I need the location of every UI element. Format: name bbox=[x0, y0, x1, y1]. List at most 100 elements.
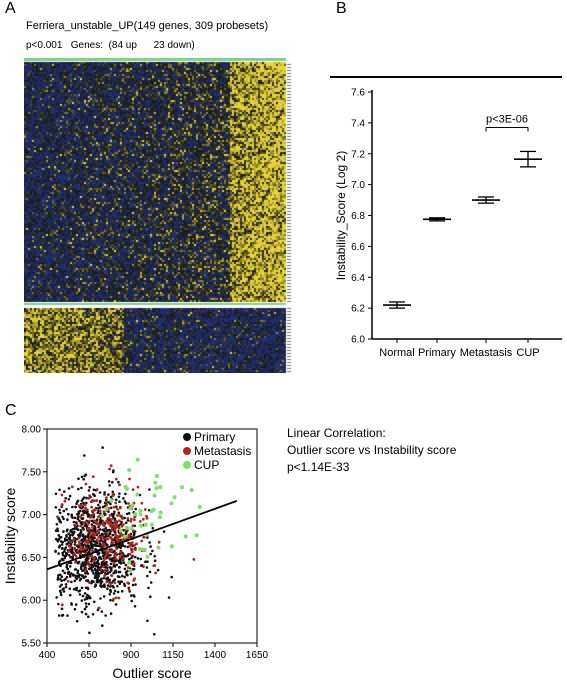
data-point-primary bbox=[76, 569, 80, 573]
data-point-metastasis bbox=[120, 524, 124, 528]
data-point-primary bbox=[58, 520, 62, 523]
data-point-metastasis bbox=[126, 581, 130, 585]
data-point-metastasis bbox=[128, 544, 132, 548]
data-point-primary bbox=[73, 543, 77, 546]
data-point-cup bbox=[141, 547, 146, 552]
data-point-metastasis bbox=[126, 517, 130, 520]
data-point-metastasis bbox=[105, 553, 108, 557]
data-point-metastasis bbox=[107, 521, 110, 525]
data-point-metastasis bbox=[87, 496, 91, 500]
heatmap-stats: p<0.001 Genes: (84 up 23 down) bbox=[26, 40, 195, 51]
data-point-primary bbox=[91, 537, 95, 541]
data-point-metastasis bbox=[74, 554, 78, 558]
data-point-metastasis bbox=[111, 541, 114, 545]
data-point-cup bbox=[156, 545, 161, 550]
data-point-primary bbox=[127, 512, 131, 515]
data-point-primary bbox=[98, 501, 102, 504]
data-point-primary bbox=[170, 575, 173, 579]
data-point-primary bbox=[156, 568, 160, 572]
data-point-primary bbox=[72, 588, 76, 591]
data-point-primary bbox=[83, 454, 86, 457]
data-point-primary bbox=[108, 484, 111, 487]
data-point-primary bbox=[80, 475, 84, 479]
x-axis-label: Outlier score bbox=[112, 665, 192, 680]
data-point-primary bbox=[87, 513, 90, 516]
data-point-primary bbox=[99, 584, 102, 588]
data-point-primary bbox=[110, 512, 114, 516]
data-point-primary bbox=[103, 493, 106, 496]
data-point-metastasis bbox=[152, 564, 156, 568]
data-point-primary bbox=[114, 560, 117, 563]
data-point-metastasis bbox=[86, 560, 90, 564]
data-point-primary bbox=[60, 614, 64, 617]
data-point-primary bbox=[102, 576, 106, 580]
correlation-line-1: Linear Correlation: bbox=[287, 426, 386, 440]
legend-label-metastasis: Metastasis bbox=[194, 444, 251, 458]
data-point-primary bbox=[125, 512, 129, 516]
data-point-primary bbox=[123, 516, 126, 520]
data-point-metastasis bbox=[97, 514, 101, 518]
data-point-primary bbox=[149, 581, 153, 584]
data-point-metastasis bbox=[106, 537, 110, 541]
y-tick-label: 7.0 bbox=[351, 180, 365, 191]
data-point-primary bbox=[147, 586, 150, 590]
data-point-primary bbox=[118, 570, 122, 574]
data-point-metastasis bbox=[108, 467, 111, 471]
data-point-primary bbox=[123, 567, 127, 571]
data-point-primary bbox=[80, 499, 84, 502]
data-point-metastasis bbox=[105, 550, 109, 554]
data-point-primary bbox=[60, 547, 64, 550]
data-point-cup bbox=[135, 457, 140, 462]
data-point-primary bbox=[112, 571, 115, 575]
data-point-metastasis bbox=[118, 519, 121, 523]
data-point-primary bbox=[99, 582, 103, 585]
data-point-primary bbox=[111, 584, 114, 588]
data-point-primary bbox=[109, 502, 112, 506]
data-point-primary bbox=[88, 548, 92, 551]
data-point-primary bbox=[78, 534, 81, 538]
data-point-primary bbox=[65, 552, 69, 556]
data-point-cup bbox=[152, 493, 157, 498]
data-point-primary bbox=[68, 494, 72, 498]
data-point-primary bbox=[111, 490, 115, 494]
data-point-primary bbox=[76, 499, 80, 503]
data-point-metastasis bbox=[70, 485, 74, 489]
data-point-primary bbox=[77, 561, 80, 565]
data-point-primary bbox=[146, 560, 149, 563]
data-point-metastasis bbox=[114, 533, 117, 537]
data-point-primary bbox=[81, 517, 84, 520]
data-point-metastasis bbox=[118, 514, 121, 517]
data-point-primary bbox=[130, 599, 133, 603]
data-point-metastasis bbox=[136, 485, 140, 489]
data-point-metastasis bbox=[128, 552, 132, 556]
data-point-metastasis bbox=[90, 505, 93, 509]
correlation-line-2: Outlier score vs Instability score bbox=[287, 443, 457, 457]
data-point-primary bbox=[68, 554, 71, 557]
data-point-metastasis bbox=[114, 522, 118, 526]
data-point-primary bbox=[134, 583, 137, 586]
data-point-primary bbox=[70, 580, 73, 584]
data-point-primary bbox=[123, 584, 127, 587]
data-point-primary bbox=[65, 538, 69, 542]
data-point-primary bbox=[132, 594, 135, 597]
data-point-primary bbox=[128, 558, 131, 561]
correlation-text: Linear Correlation: Outlier score vs Ins… bbox=[287, 425, 456, 476]
data-point-primary bbox=[118, 565, 121, 569]
data-point-primary bbox=[56, 529, 60, 533]
data-point-primary bbox=[146, 536, 149, 539]
data-point-cup bbox=[151, 507, 156, 512]
data-point-primary bbox=[149, 545, 152, 548]
data-point-primary bbox=[114, 498, 118, 502]
data-point-primary bbox=[83, 598, 87, 601]
data-point-metastasis bbox=[104, 500, 108, 504]
data-point-primary bbox=[62, 517, 65, 521]
legend-marker-primary bbox=[183, 433, 191, 441]
data-point-metastasis bbox=[78, 515, 82, 519]
data-point-metastasis bbox=[56, 515, 59, 519]
data-point-primary bbox=[97, 503, 100, 507]
data-point-primary bbox=[120, 590, 124, 593]
data-point-metastasis bbox=[140, 501, 144, 505]
data-point-primary bbox=[80, 563, 83, 566]
data-point-primary bbox=[55, 596, 58, 599]
data-point-metastasis bbox=[77, 536, 80, 540]
